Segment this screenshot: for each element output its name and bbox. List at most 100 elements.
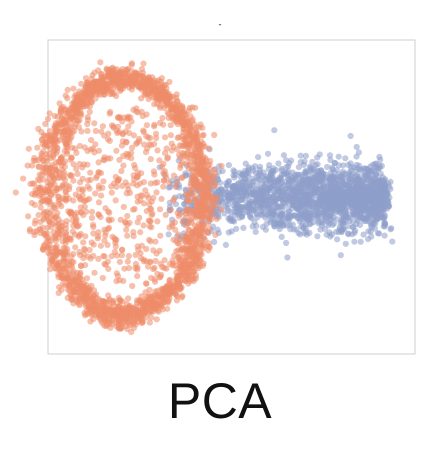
tail-point: [367, 177, 375, 184]
ring-point: [143, 122, 150, 129]
ring-point: [152, 238, 159, 245]
ring-point: [70, 85, 77, 92]
ring-point: [43, 151, 50, 158]
tail-point: [307, 191, 314, 198]
tail-point: [312, 205, 319, 212]
ring-point: [133, 174, 141, 181]
ring-point: [58, 226, 65, 233]
ring-point: [97, 170, 105, 177]
ring-point: [123, 190, 130, 197]
ring-point: [64, 144, 71, 151]
ring-point: [130, 233, 137, 240]
ring-point: [135, 246, 142, 253]
ring-point: [142, 149, 150, 156]
tail-point: [248, 206, 255, 213]
ring-point: [101, 322, 108, 329]
ring-point: [78, 128, 85, 135]
ring-point: [53, 185, 60, 192]
ring-point: [56, 158, 63, 165]
ring-point: [197, 121, 204, 128]
ring-point: [51, 130, 58, 138]
ring-point: [41, 230, 48, 238]
ring-point: [75, 280, 83, 288]
tail-point: [238, 179, 245, 187]
tail-point: [299, 220, 306, 227]
ring-point: [84, 79, 91, 86]
ring-point: [76, 248, 83, 256]
ring-point: [123, 305, 130, 312]
ring-point: [154, 270, 161, 277]
ring-point: [100, 178, 107, 185]
ring-point: [114, 177, 122, 184]
ring-point: [177, 154, 184, 161]
ring-point: [143, 245, 150, 253]
tail-point: [342, 240, 349, 247]
ring-point: [174, 210, 181, 217]
tail-point: [231, 204, 238, 211]
ring-point: [80, 239, 87, 246]
ring-point: [96, 86, 103, 93]
ring-point: [185, 226, 192, 234]
tail-point: [345, 230, 352, 237]
ring-point: [55, 234, 62, 241]
tail-point: [225, 178, 233, 185]
ring-point: [91, 269, 98, 276]
ring-point: [183, 243, 190, 250]
tail-point: [380, 223, 387, 230]
ring-point: [88, 239, 95, 246]
ring-point: [180, 120, 187, 127]
tail-point: [251, 219, 258, 226]
tail-point: [362, 188, 369, 195]
tail-point: [249, 178, 256, 185]
ring-point: [182, 191, 189, 198]
ring-point: [208, 216, 215, 223]
tail-point: [370, 216, 377, 223]
tail-point: [267, 179, 274, 186]
ring-point: [49, 257, 56, 264]
tail-point: [232, 171, 239, 179]
tail-point: [307, 209, 314, 217]
ring-point: [150, 194, 157, 201]
ring-point: [39, 157, 47, 164]
tail-point: [256, 204, 263, 211]
ring-point: [210, 178, 217, 185]
ring-point: [173, 109, 180, 117]
tail-point: [245, 188, 252, 195]
tail-point: [276, 226, 283, 233]
ring-point: [137, 229, 144, 236]
tail-point: [258, 192, 265, 200]
ring-point: [105, 130, 112, 137]
tail-point: [349, 189, 356, 196]
tail-point: [263, 173, 270, 180]
chart-title: -: [218, 20, 222, 30]
ring-point: [31, 229, 38, 236]
tail-point: [347, 132, 354, 140]
ring-point: [165, 297, 172, 304]
tail-point: [264, 192, 271, 200]
ring-point: [185, 254, 192, 261]
ring-point: [130, 106, 137, 113]
ring-point: [130, 180, 137, 187]
tail-point: [276, 177, 284, 184]
tail-point: [337, 197, 344, 204]
ring-point: [130, 132, 137, 139]
ring-point: [158, 163, 165, 170]
tail-point: [278, 203, 285, 210]
ring-point: [194, 158, 201, 165]
tail-point: [380, 195, 387, 203]
ring-point: [196, 248, 203, 256]
tail-point: [256, 166, 263, 173]
ring-point: [47, 266, 54, 273]
ring-point: [186, 124, 193, 131]
ring-point: [84, 114, 91, 121]
ring-point: [92, 127, 99, 135]
ring-point: [146, 77, 153, 84]
ring-point: [207, 173, 214, 180]
ring-point: [176, 142, 183, 149]
tail-point: [235, 187, 243, 195]
ring-point: [98, 128, 105, 135]
tail-point: [270, 165, 277, 172]
tail-point: [358, 167, 365, 174]
ring-point: [70, 111, 77, 118]
ring-point: [191, 146, 199, 153]
